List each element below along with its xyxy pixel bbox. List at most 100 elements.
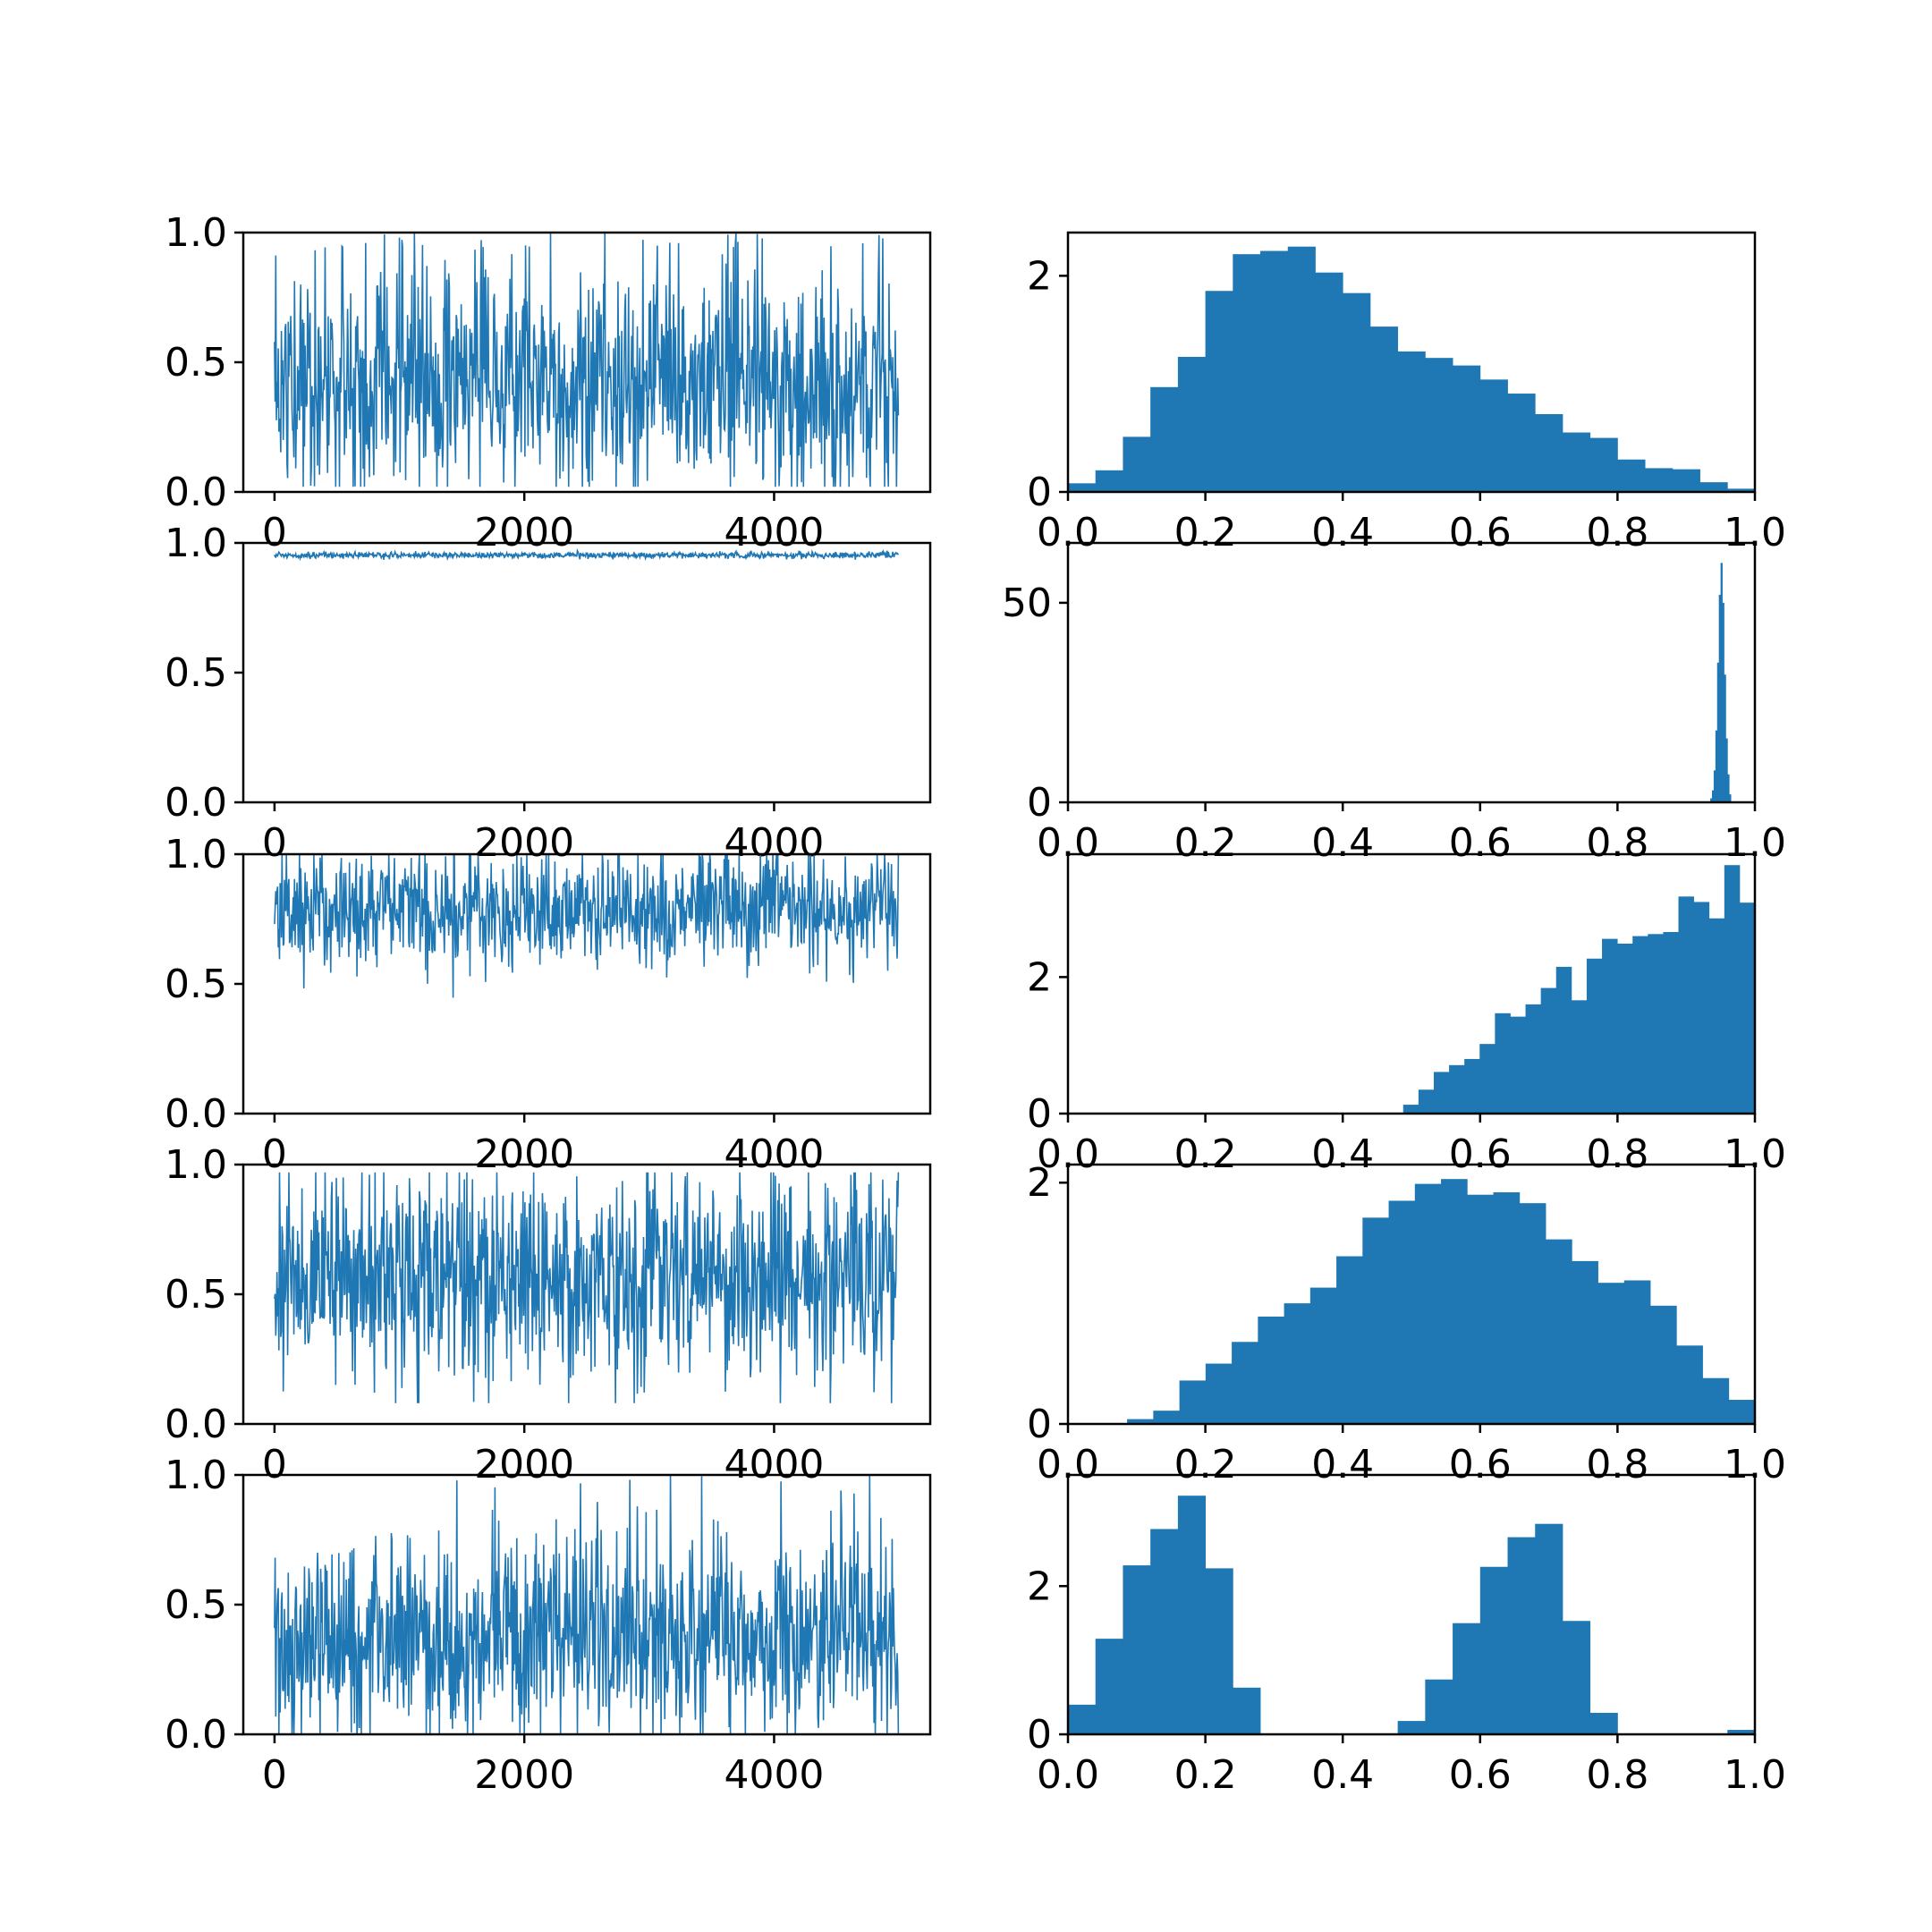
x-tick-label: 0.4 xyxy=(1311,510,1374,555)
axes-frame xyxy=(1066,1163,1757,1426)
y-tick-label: 1.0 xyxy=(165,521,227,566)
histogram-bar xyxy=(1525,1004,1542,1114)
histogram-bar xyxy=(1369,326,1399,492)
axes-frame xyxy=(242,541,932,804)
histogram-bar xyxy=(1453,365,1481,492)
histogram-bar xyxy=(1336,1256,1363,1424)
histogram-bar xyxy=(1258,1316,1284,1424)
histogram-bar xyxy=(1425,358,1453,492)
histogram-series-1 xyxy=(1068,246,1755,492)
histogram-panel-1: 020.0 0.2 0.4 0.6 0.8 1.0 xyxy=(1027,231,1786,555)
histogram-bar xyxy=(1449,1064,1465,1114)
x-tick-label: 0.8 xyxy=(1586,1442,1648,1487)
histogram-bar xyxy=(1402,1105,1419,1114)
x-tick-label: 0.8 xyxy=(1586,510,1648,555)
axes-frame xyxy=(1066,1473,1757,1736)
histogram-bar xyxy=(1284,1303,1311,1424)
trace-line xyxy=(274,1475,900,1734)
histogram-bar xyxy=(1479,1566,1508,1734)
histogram-bar xyxy=(1678,896,1695,1114)
x-tick-label: 0 xyxy=(262,1752,287,1798)
histogram-bar xyxy=(1315,272,1343,492)
y-tick-label: 1.0 xyxy=(165,1453,227,1498)
histogram-bar xyxy=(1597,1283,1625,1424)
histogram-bar xyxy=(1650,1305,1677,1424)
histogram-bar xyxy=(1495,1013,1511,1114)
y-tick-label: 2 xyxy=(1027,253,1052,299)
x-tick-label: 4000 xyxy=(724,1131,824,1177)
x-tick-label: 0 xyxy=(262,510,287,555)
x-tick-label: 0.2 xyxy=(1174,510,1237,555)
histogram-bar xyxy=(1123,436,1151,492)
trace-series-1 xyxy=(274,233,900,487)
x-tick-label: 0.8 xyxy=(1586,1131,1648,1177)
x-tick-label: 0.6 xyxy=(1449,1752,1512,1798)
histogram-bar xyxy=(1710,798,1713,802)
x-tick-label: 0 xyxy=(262,820,287,866)
histogram-bar xyxy=(1725,738,1728,802)
y-tick-label: 1.0 xyxy=(165,1142,227,1188)
histogram-bar xyxy=(1602,938,1618,1114)
histogram-bar xyxy=(1589,1712,1618,1734)
histogram-bar xyxy=(1727,774,1730,802)
histogram-bar xyxy=(1177,1496,1206,1734)
x-tick-label: 0.6 xyxy=(1449,1442,1512,1487)
trace-line xyxy=(274,854,900,998)
histogram-panel-5: 0 2 0.0 0.2 0.4 0.6 0.8 1.0 xyxy=(1027,1473,1786,1798)
histogram-bar xyxy=(1535,1523,1563,1734)
histogram-bar xyxy=(1718,595,1721,802)
x-tick-label: 4000 xyxy=(724,820,824,866)
histogram-bar xyxy=(1699,482,1728,492)
histogram-bar xyxy=(1479,379,1508,492)
histogram-bar xyxy=(1205,1363,1233,1424)
x-tick-label: 0.4 xyxy=(1311,1442,1374,1487)
histogram-bar xyxy=(1729,794,1732,802)
histogram-bar xyxy=(1233,1687,1261,1734)
histogram-bar xyxy=(1397,351,1426,492)
trace-series-4 xyxy=(274,1172,900,1403)
histogram-bar xyxy=(1724,865,1741,1114)
y-tick-label: 2 xyxy=(1027,954,1052,1000)
axes-frame xyxy=(1066,541,1757,804)
x-tick-label: 0.6 xyxy=(1449,1131,1512,1177)
histogram-bar xyxy=(1693,902,1710,1114)
x-tick-label: 0.6 xyxy=(1449,820,1512,866)
histogram-bar xyxy=(1540,987,1557,1114)
histogram-bar xyxy=(1722,602,1724,802)
x-tick-label: 0.8 xyxy=(1586,820,1648,866)
histogram-series-4 xyxy=(1127,1179,1755,1424)
x-tick-label: 0.2 xyxy=(1174,1442,1237,1487)
y-tick-label: 0 xyxy=(1027,470,1052,515)
histogram-bar xyxy=(1663,932,1679,1114)
trace-panel-4: 0.0 0.5 1.0 0 2000 4000 xyxy=(165,1142,932,1487)
x-tick-label: 0.0 xyxy=(1037,1752,1099,1798)
y-tick-label: 50 xyxy=(1002,580,1052,626)
histogram-panel-4: 020.0 0.2 0.4 0.6 0.8 1.0 xyxy=(1027,1160,1786,1487)
x-tick-label: 1.0 xyxy=(1724,1752,1786,1798)
histogram-bar xyxy=(1179,1380,1207,1424)
histogram-bar xyxy=(1123,1565,1151,1734)
histogram-bar xyxy=(1712,790,1715,802)
histogram-bar xyxy=(1510,1016,1526,1114)
histogram-bar xyxy=(1068,483,1097,492)
histogram-bar xyxy=(1095,1639,1123,1734)
histogram-bar xyxy=(1617,459,1646,492)
histogram-series-2 xyxy=(1710,563,1732,802)
axes-frame xyxy=(1066,231,1757,494)
histogram-bar xyxy=(1648,934,1664,1114)
x-tick-label: 2000 xyxy=(474,510,574,555)
y-tick-label: 0.0 xyxy=(165,780,227,826)
x-tick-label: 2000 xyxy=(474,1442,574,1487)
histogram-bar xyxy=(1507,1537,1536,1734)
x-tick-label: 4000 xyxy=(724,1752,824,1798)
y-tick-label: 0.5 xyxy=(165,340,227,386)
histogram-bar xyxy=(1414,1183,1442,1424)
histogram-bar xyxy=(1177,356,1206,492)
x-tick-label: 0.6 xyxy=(1449,510,1512,555)
x-tick-label: 2000 xyxy=(474,1131,574,1177)
x-tick-label: 0.4 xyxy=(1311,1752,1374,1798)
histogram-bar xyxy=(1153,1411,1180,1424)
histogram-bar xyxy=(1479,1044,1496,1114)
histogram-bar xyxy=(1713,770,1716,802)
histogram-bar xyxy=(1127,1419,1154,1424)
